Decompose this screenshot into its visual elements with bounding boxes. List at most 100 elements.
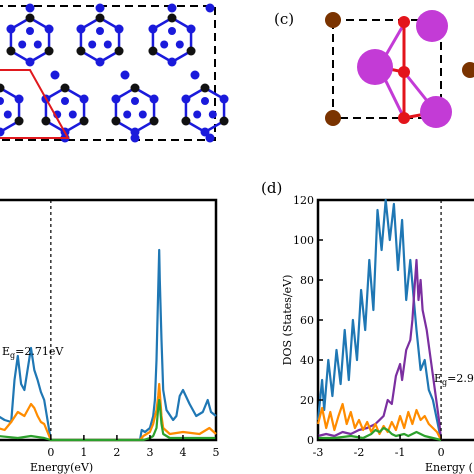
panel-label-c: (c) — [274, 10, 294, 28]
atom-blue — [205, 3, 215, 13]
atom-blue — [114, 24, 124, 34]
x-tick-label: 1 — [80, 446, 87, 459]
atom-blue — [103, 40, 112, 49]
atom-blue — [25, 57, 35, 67]
atom-magenta — [357, 49, 393, 85]
atom-blue — [95, 3, 105, 13]
atom-blue — [0, 97, 4, 105]
atom-blue — [79, 94, 89, 104]
atom-brown — [325, 12, 341, 28]
x-tick-label: 0 — [438, 446, 445, 459]
series-group-d — [316, 198, 443, 442]
atom-brown — [325, 110, 341, 126]
atom-blue — [96, 27, 104, 35]
y-tick-label: 20 — [300, 394, 314, 407]
atom-black — [41, 116, 51, 126]
atom-black — [130, 83, 140, 93]
atom-blue — [168, 27, 176, 35]
unit-cell-box-c — [332, 19, 442, 119]
atom-black — [25, 13, 35, 23]
atom-blue — [111, 94, 121, 104]
y-tick-label: 100 — [293, 234, 314, 247]
atom-red — [398, 66, 410, 78]
atom-black — [149, 116, 159, 126]
dos-series-orange — [316, 402, 443, 441]
x-tick-label: -3 — [313, 446, 324, 459]
x-tick-label: -2 — [354, 446, 365, 459]
atom-blue — [61, 97, 69, 105]
atom-black — [44, 46, 54, 56]
atom-black — [200, 83, 210, 93]
atom-blue — [33, 40, 42, 49]
y-ticks-d: 0 20 40 60 80 100 120 — [293, 194, 323, 447]
y-tick-label: 40 — [300, 354, 314, 367]
atom-blue — [88, 40, 97, 49]
band-gap-label-b: Eg=2.71eV — [2, 345, 64, 360]
dos-series-blue — [316, 198, 443, 441]
y-tick-label: 120 — [293, 194, 314, 207]
atom-black — [114, 46, 124, 56]
atom-black — [60, 83, 70, 93]
atom-blue — [219, 94, 229, 104]
chart-panel-b: 0 1 2 3 4 5 Eg=2.71eV Energy(eV) — [0, 198, 220, 474]
dos-series-purple — [317, 258, 443, 441]
atom-black — [95, 13, 105, 23]
y-tick-label: 60 — [300, 314, 314, 327]
atom-magenta — [420, 96, 452, 128]
atom-black — [0, 83, 5, 93]
atom-blue — [120, 70, 130, 80]
atom-blue — [205, 133, 215, 143]
x-tick-label: -1 — [395, 446, 406, 459]
atom-blue — [175, 40, 184, 49]
atom-blue — [190, 70, 200, 80]
y-tick-label: 80 — [300, 274, 314, 287]
x-tick-label: 5 — [213, 446, 220, 459]
atom-black — [186, 46, 196, 56]
chart-panel-d: (d) 0 20 40 60 80 100 120 -3 -2 -1 0 DOS (States/… — [261, 179, 474, 474]
atom-blue — [25, 3, 35, 13]
atom-black — [79, 116, 89, 126]
atom-black — [111, 116, 121, 126]
atom-blue — [123, 110, 132, 119]
dos-series-green — [0, 398, 216, 442]
atom-red — [398, 16, 410, 28]
x-tick-label: 2 — [113, 446, 120, 459]
atom-blue — [181, 94, 191, 104]
atom-blue — [167, 57, 177, 67]
atom-red — [398, 112, 410, 124]
band-gap-label-d: Eg=2.95 — [434, 372, 474, 387]
atom-blue — [68, 110, 77, 119]
atom-black — [148, 46, 158, 56]
x-ticks-d: -3 -2 -1 0 — [313, 435, 445, 459]
atom-blue — [6, 24, 16, 34]
atom-black — [14, 116, 24, 126]
atom-black — [181, 116, 191, 126]
atom-magenta — [416, 10, 448, 42]
atom-black — [76, 46, 86, 56]
atom-blue — [50, 70, 60, 80]
atom-blue — [138, 110, 147, 119]
y-axis-label-d: DOS (States/eV) — [281, 275, 294, 366]
panel-label-d: (d) — [261, 179, 282, 197]
atom-blue — [149, 94, 159, 104]
atom-blue — [14, 94, 24, 104]
atom-blue — [167, 3, 177, 13]
atom-brown — [462, 62, 474, 78]
atom-black — [6, 46, 16, 56]
atom-black — [167, 13, 177, 23]
atom-blue — [193, 110, 202, 119]
atom-blue — [186, 24, 196, 34]
dos-series-blue — [0, 248, 217, 442]
atom-black — [219, 116, 229, 126]
x-tick-label: 0 — [47, 446, 54, 459]
panel-c-structure: (c) — [274, 10, 474, 128]
atom-blue — [160, 40, 169, 49]
primitive-cell-outline — [0, 69, 70, 139]
x-tick-label: 4 — [179, 446, 186, 459]
series-group-b — [0, 248, 217, 442]
atom-blue — [131, 97, 139, 105]
x-axis-label-d: Energy ( — [425, 461, 473, 474]
atom-blue — [26, 27, 34, 35]
atom-blue — [3, 110, 12, 119]
